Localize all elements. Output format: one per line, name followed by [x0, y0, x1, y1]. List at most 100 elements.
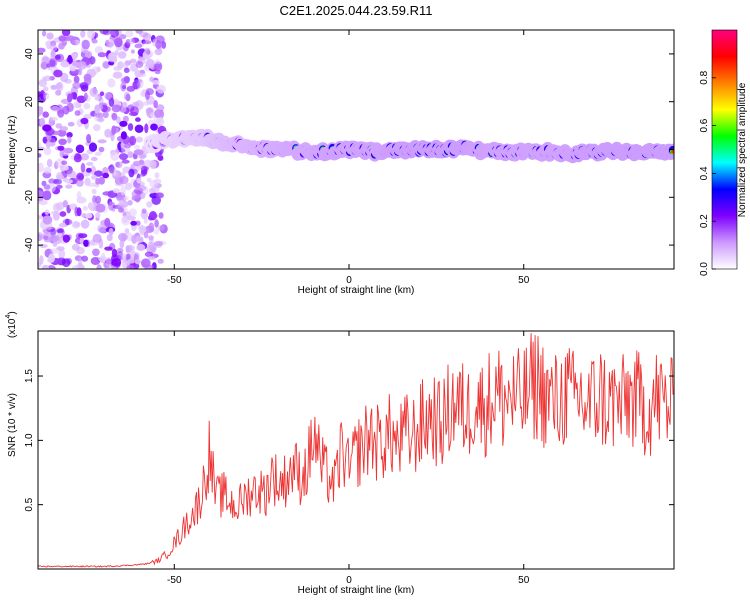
noise-blob: [59, 211, 67, 217]
noise-blob: [149, 211, 157, 221]
noise-blob: [104, 217, 111, 228]
noise-blob: [135, 235, 144, 244]
noise-blob: [96, 117, 105, 123]
noise-blob: [38, 146, 45, 151]
y-tick-label: 40: [24, 48, 35, 60]
noise-blob: [43, 75, 53, 82]
noise-blob: [134, 144, 141, 150]
noise-blob: [98, 226, 107, 234]
noise-blob: [134, 124, 144, 133]
noise-blob: [43, 235, 49, 240]
noise-blob: [127, 123, 134, 131]
noise-blob: [69, 65, 77, 72]
noise-blob: [72, 81, 81, 89]
noise-blob: [42, 111, 49, 118]
noise-blob: [158, 212, 164, 219]
noise-blob: [84, 50, 92, 59]
noise-blob: [96, 104, 104, 111]
noise-blob: [60, 126, 68, 132]
noise-blob: [55, 123, 63, 129]
snr-x-label: Height of straight line (km): [298, 585, 415, 596]
noise-blob: [88, 56, 96, 65]
noise-blob: [136, 177, 142, 184]
noise-blob: [61, 30, 71, 37]
spectrogram-x-label: Height of straight line (km): [298, 285, 415, 296]
noise-blob: [135, 136, 143, 143]
noise-blob: [91, 39, 98, 44]
noise-blob: [48, 253, 55, 263]
noise-blob: [62, 105, 70, 115]
noise-blob: [83, 113, 92, 120]
noise-blob: [78, 257, 83, 267]
noise-blob: [73, 154, 82, 163]
noise-blob: [42, 30, 47, 37]
noise-blob: [54, 54, 61, 60]
noise-blob: [43, 147, 52, 156]
noise-blob: [153, 240, 164, 247]
noise-blob: [135, 117, 141, 122]
noise-blob: [43, 167, 52, 174]
noise-blob: [56, 184, 63, 189]
snr-scale-exponent: 4: [5, 315, 12, 319]
noise-blob: [111, 112, 118, 121]
noise-blob: [121, 76, 130, 84]
noise-blob: [102, 61, 110, 69]
noise-blob: [86, 161, 94, 166]
noise-blob: [153, 228, 160, 235]
noise-blob: [73, 75, 80, 84]
noise-blob: [142, 40, 152, 45]
colorbar: 0.0 0.2 0.4 0.6 0.8 Normalized spectral ampl…: [699, 29, 748, 276]
noise-cloud: [38, 30, 168, 269]
noise-blob: [128, 136, 135, 144]
noise-blob: [71, 53, 78, 60]
noise-blob: [143, 159, 153, 168]
noise-blob: [48, 57, 58, 68]
noise-blob: [83, 92, 88, 101]
noise-blob: [43, 92, 50, 100]
spectrogram-x-ticks: -50 0 50: [167, 30, 530, 286]
noise-blob: [148, 187, 156, 194]
colorbar-tick-label: 0.8: [699, 70, 710, 84]
noise-blob: [88, 142, 98, 152]
noise-blob: [55, 89, 62, 96]
snr-scale-base: (x10: [7, 318, 18, 338]
noise-blob: [104, 246, 113, 251]
y-tick-label: 0: [24, 146, 35, 152]
noise-blob: [98, 238, 104, 249]
noise-blob: [76, 246, 85, 255]
noise-blob: [161, 41, 167, 49]
snr-background: [38, 331, 674, 569]
noise-blob: [49, 234, 60, 242]
noise-blob: [146, 177, 152, 183]
noise-blob: [91, 175, 98, 180]
noise-blob: [80, 117, 89, 125]
noise-blob: [153, 100, 158, 109]
noise-blob: [62, 234, 71, 243]
noise-blob: [63, 147, 74, 154]
noise-blob: [134, 43, 143, 49]
noise-blob: [95, 177, 101, 185]
noise-blob: [99, 30, 110, 35]
noise-blob: [38, 47, 46, 53]
noise-blob: [107, 78, 116, 88]
noise-blob: [157, 225, 165, 231]
colorbar-tick-label: 0.6: [699, 118, 710, 132]
noise-blob: [146, 201, 153, 208]
x-tick-label: 0: [346, 275, 352, 286]
noise-blob: [42, 190, 52, 201]
spectrogram-y-label: Frequency (Hz): [7, 116, 18, 185]
noise-blob: [84, 177, 91, 186]
noise-blob: [87, 202, 95, 210]
noise-blob: [135, 61, 144, 68]
colorbar-tick-label: 0.4: [699, 166, 710, 180]
noise-blob: [123, 196, 129, 201]
noise-blob: [56, 228, 64, 234]
noise-blob: [128, 111, 139, 117]
noise-blob: [145, 90, 150, 100]
noise-blob: [102, 172, 110, 179]
noise-blob: [59, 148, 65, 158]
noise-blob: [120, 185, 126, 196]
noise-blob: [94, 95, 100, 101]
noise-blob: [80, 84, 89, 92]
noise-blob: [123, 143, 132, 149]
